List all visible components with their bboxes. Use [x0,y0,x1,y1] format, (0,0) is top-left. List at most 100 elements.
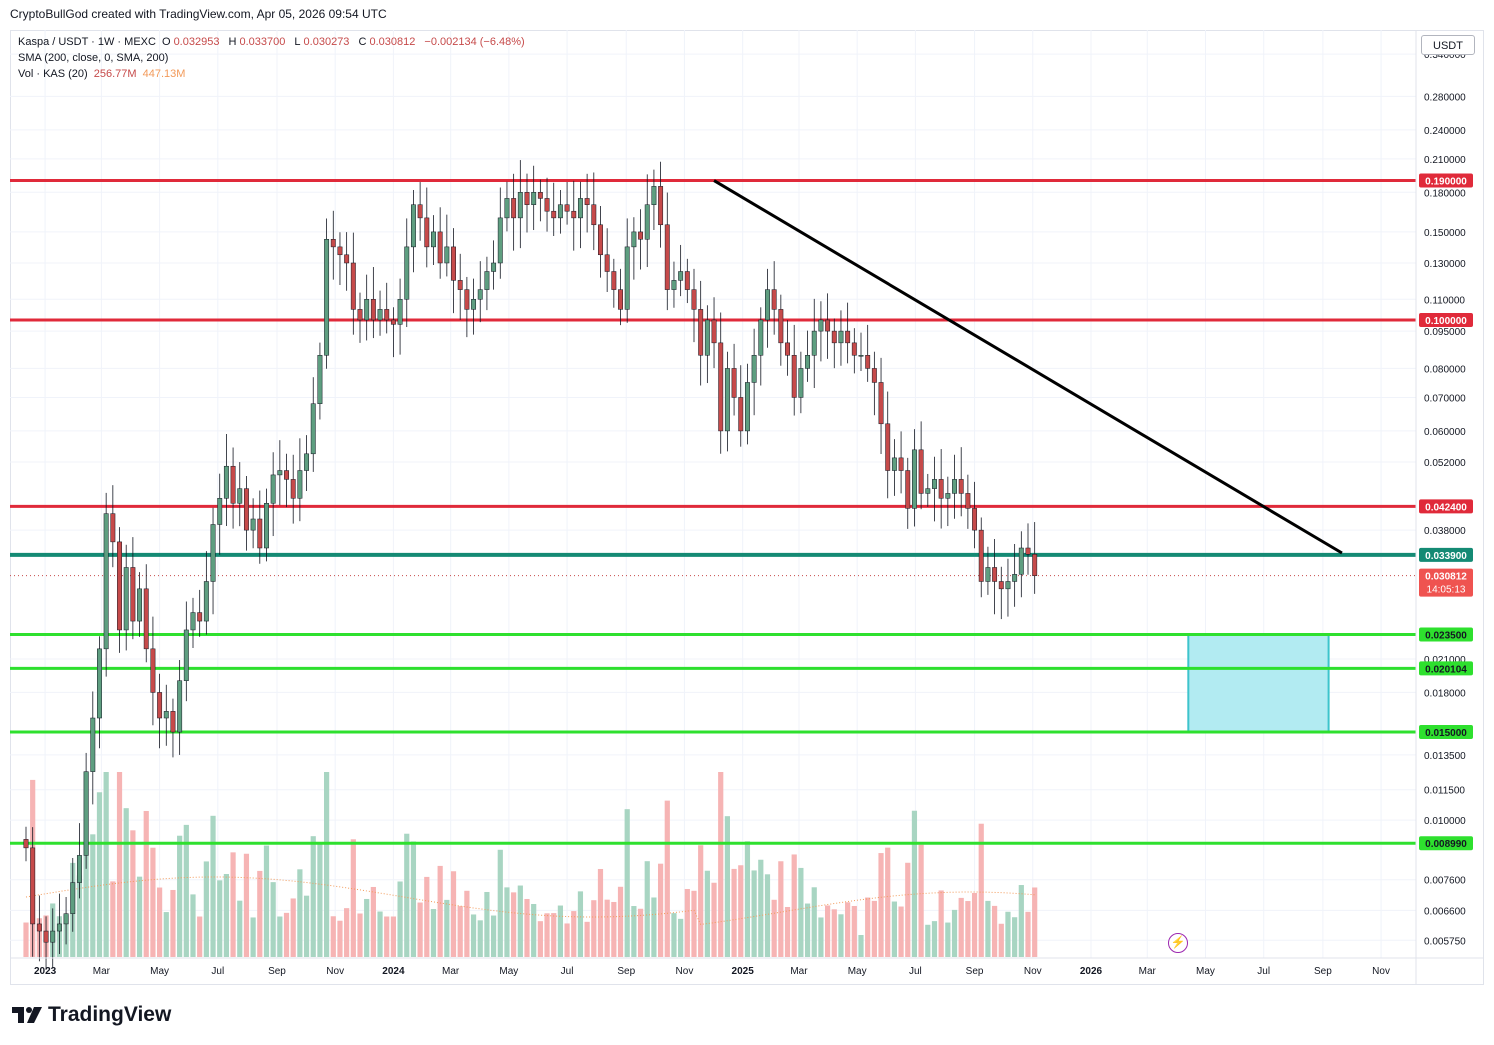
candle-body [878,382,884,425]
legend-change: −0.002134 (−6.48%) [424,36,525,48]
volume-bar [450,871,457,957]
volume-bar [130,830,136,957]
candle-body [264,503,269,549]
candle-body [217,498,223,525]
candle-body [958,479,964,494]
price-tag-label: 0.020104 [1425,664,1467,675]
candle-body [97,648,102,719]
volume-bar [170,889,176,957]
time-tick-label: Jul [909,966,922,977]
volume-bar [825,905,831,957]
candle-body [985,567,991,582]
candle-body [758,319,764,356]
volume-bar [758,859,764,957]
volume-bar [911,810,918,957]
candle-body [50,930,56,943]
candle-body [691,289,697,310]
candle-body [885,423,891,471]
volume-bar [457,906,463,957]
volume-bar [925,924,931,957]
candle-body [183,629,189,681]
volume-bar [404,833,410,957]
high-label: H [228,36,237,48]
candle-body [604,254,610,272]
candle-body [598,224,603,256]
volume-bar [891,901,897,957]
currency-selector[interactable]: USDT [1421,35,1475,55]
volume-bar [611,901,617,957]
legend-volume[interactable]: Vol · KAS (20) 256.77M 447.13M [18,66,188,82]
price-tick-label: 0.110000 [1424,295,1465,306]
volume-bar [664,800,670,957]
candle-body [23,839,29,849]
legend-low: L 0.030273 [294,36,352,48]
volume-bar [497,849,503,957]
volume-bar [277,916,283,957]
volume-bar [644,861,650,957]
candle-body [130,567,136,622]
price-tick-label: 0.070000 [1424,393,1466,404]
candle-body [631,231,637,248]
candle-body [638,231,644,240]
volume-bar [858,935,864,957]
volume-bar [1012,917,1018,957]
candle-body [384,309,390,321]
volume-bar [724,816,730,957]
time-tick-label: 2025 [732,966,755,977]
trendline[interactable] [713,179,1343,555]
candle-body [537,192,543,199]
volume-bar [297,869,303,957]
volume-bar [110,881,116,957]
volume-bar [885,847,891,957]
candle-body [497,217,503,264]
volume-bar [424,876,430,957]
volume-bar [524,898,530,957]
volume-bar [116,772,123,957]
candle-body [751,355,757,383]
volume-bar [778,861,784,957]
legend-high: H 0.033700 [229,36,289,48]
volume-bar [845,902,851,957]
volume-bar [865,897,871,957]
volume-bar [270,882,276,957]
candle-body [103,513,109,650]
candle-body [437,231,443,264]
volume-bar [531,903,537,957]
bolt-icon[interactable]: ⚡ [1168,933,1188,953]
volume-bar [537,921,543,957]
volume-bar [637,908,644,957]
price-tick-label: 0.011500 [1424,786,1465,797]
candle-body [390,319,396,325]
candle-body [504,198,510,219]
candle-body [417,204,423,219]
candle-body [110,513,116,543]
volume-bar [357,913,363,957]
volume-bar [738,865,744,957]
volume-bar [557,905,563,957]
candle-body [918,449,924,494]
descending-trendline[interactable] [713,179,1343,555]
price-tag-label: 0.015000 [1425,728,1467,739]
candle-body [290,479,296,499]
countdown-label: 14:05:13 [1427,585,1466,596]
volume-bars [23,772,1038,957]
candle-body [531,192,537,205]
candle-body [591,204,597,226]
time-tick-label: Mar [790,966,808,977]
time-tick-label: Jul [561,966,574,977]
volume-ma-line [25,876,1035,925]
volume-value: 256.77M [93,68,137,80]
candle-body [337,246,343,256]
candle-body [611,271,617,290]
volume-bar [784,906,791,957]
candle-body [1012,574,1018,582]
candle-body [444,246,450,264]
candle-body [451,246,456,281]
candle-body [698,309,704,356]
candle-body [651,186,657,205]
legend-sma[interactable]: SMA (200, close, 0, SMA, 200) [18,52,169,64]
candle-body [544,198,550,212]
volume-bar [123,808,129,957]
tradingview-logo[interactable]: TradingView [12,1003,171,1027]
